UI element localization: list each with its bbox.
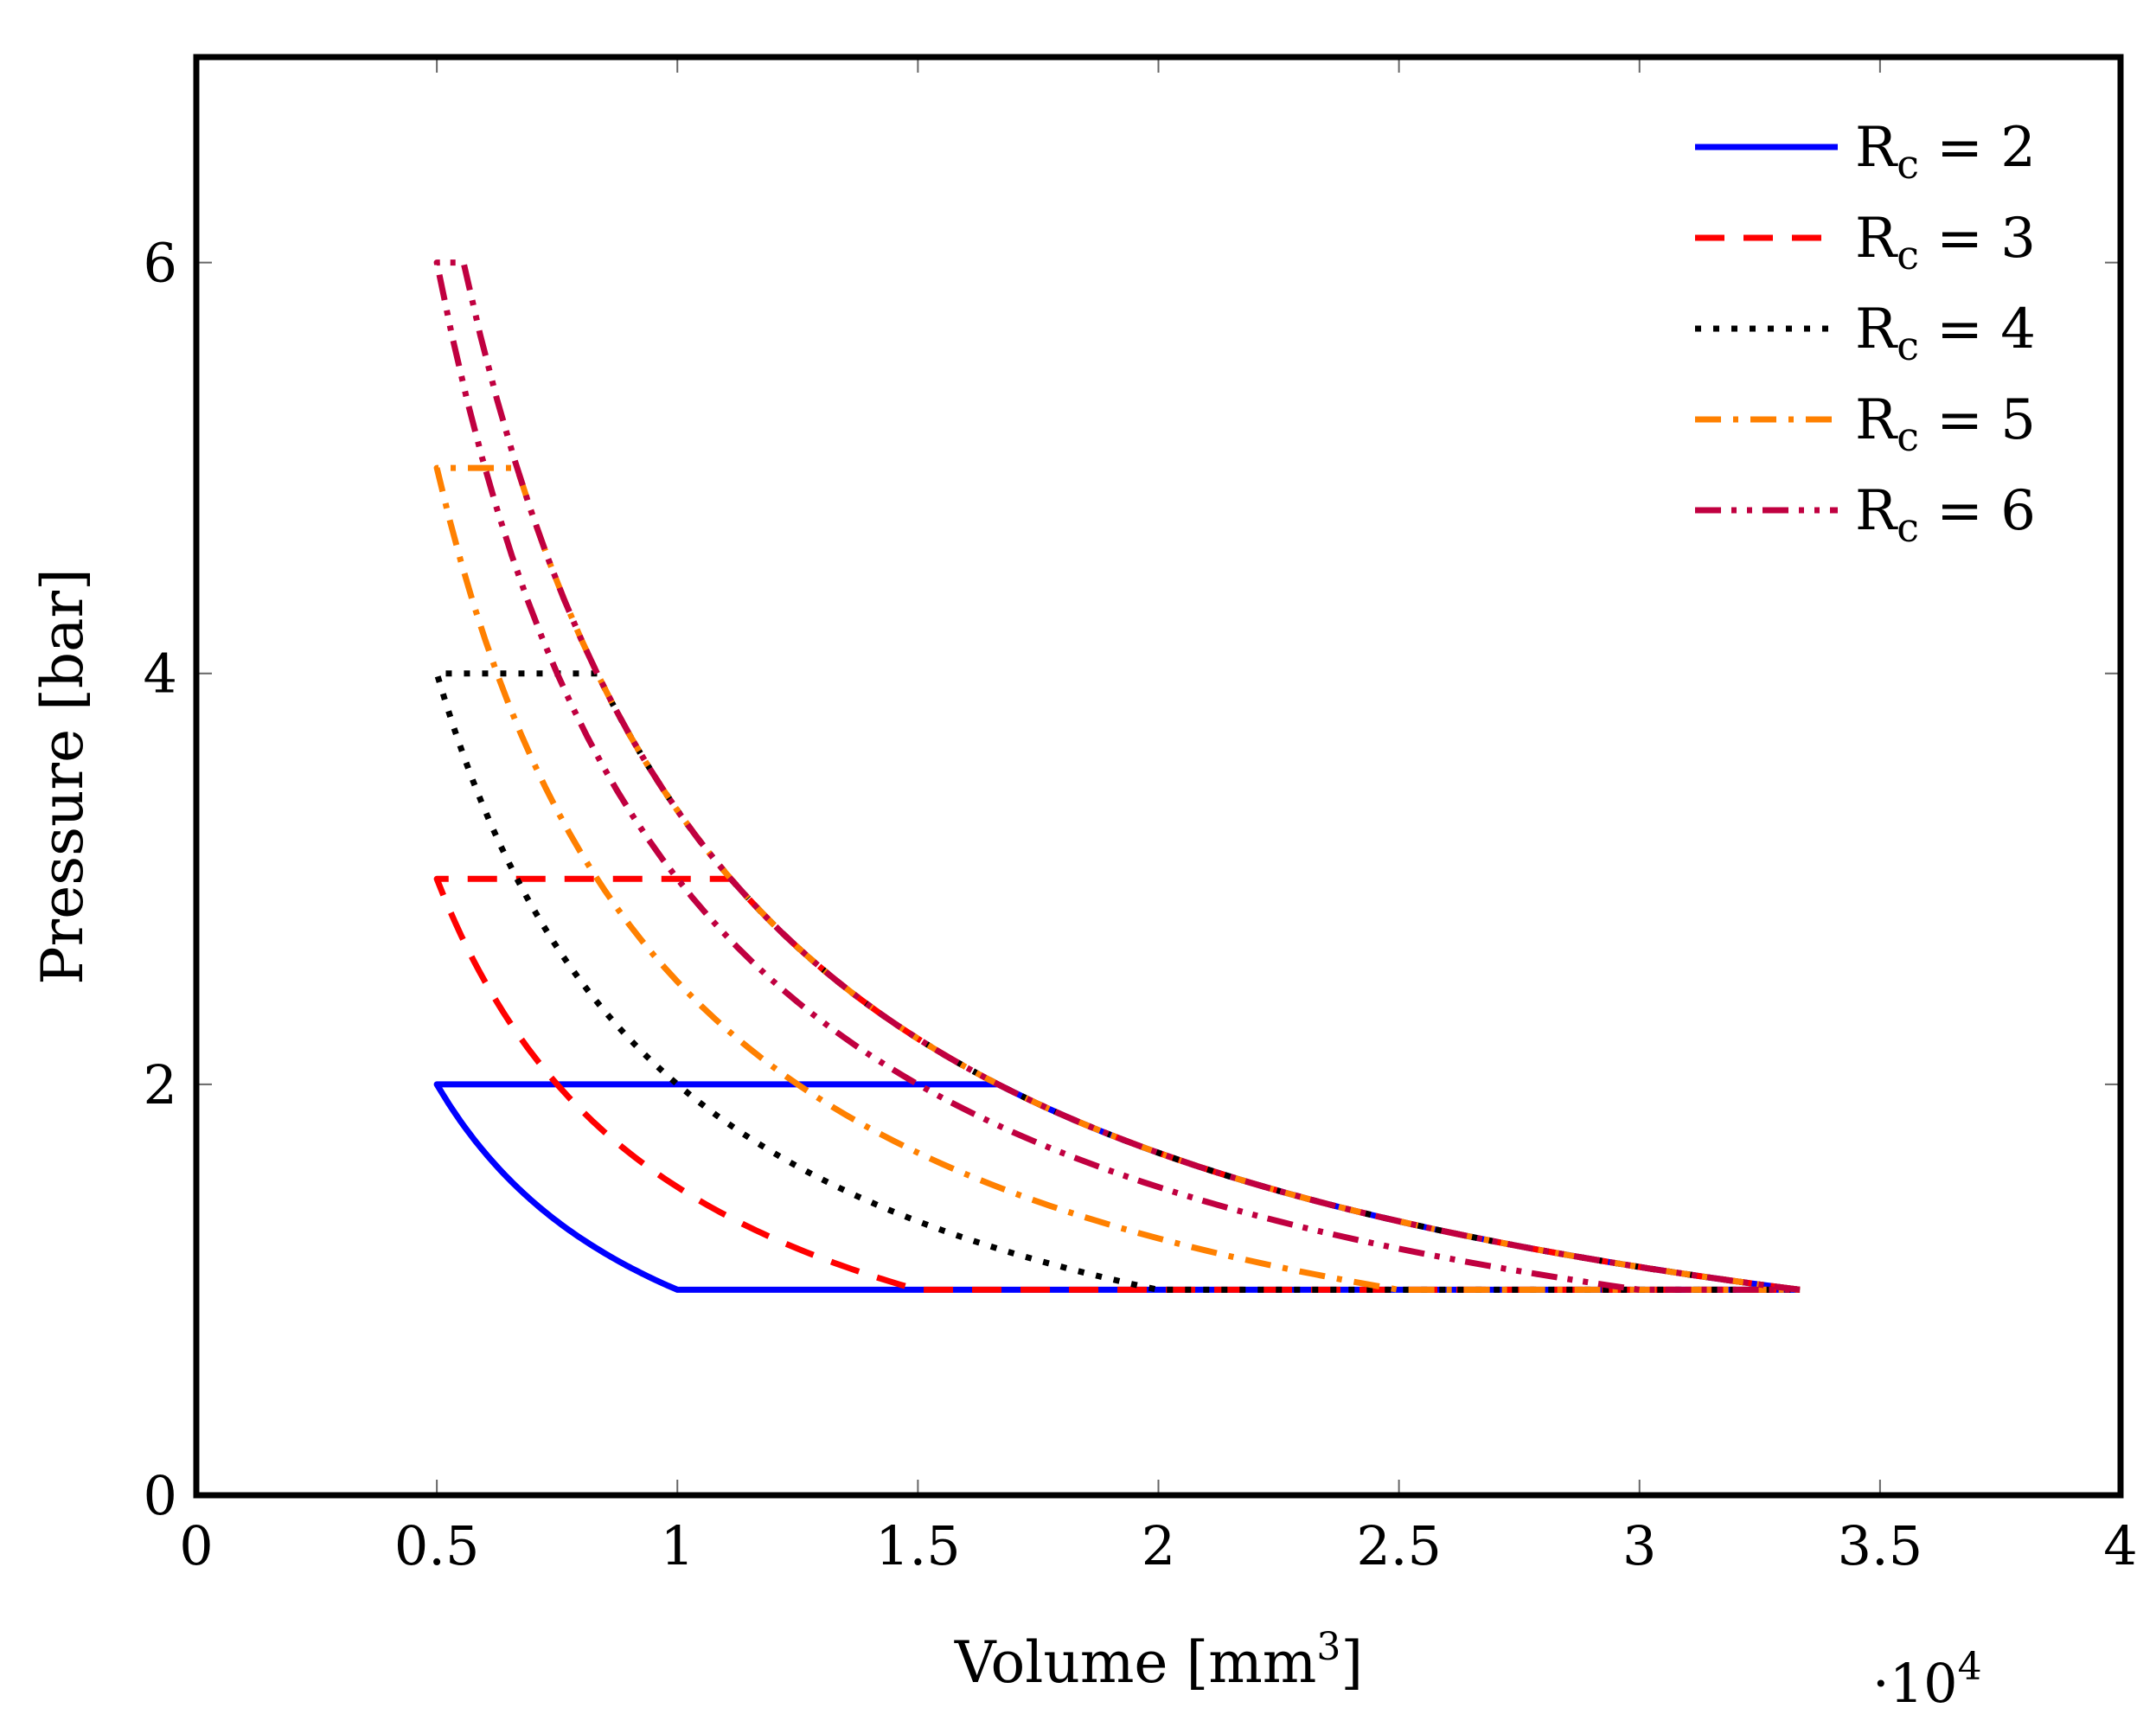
legend-label-subscript: c: [1897, 232, 1919, 278]
x-tick-label: 0.5: [394, 1514, 480, 1577]
series-line-rc-4: [433, 670, 1801, 1293]
legend-label-value: = 6: [1919, 479, 2036, 543]
x-tick-label: 2: [1142, 1514, 1175, 1577]
legend-label-value: = 5: [1919, 388, 2036, 452]
x-tick-label: 3.5: [1838, 1514, 1923, 1577]
legend-label-subscript: c: [1897, 323, 1919, 369]
x-axis-multiplier: ·104: [1872, 1645, 1982, 1715]
y-tick-label: 2: [144, 1053, 177, 1116]
legend-label-subscript: c: [1897, 413, 1919, 460]
plot-frame: [193, 54, 2124, 1499]
series-layer: [433, 259, 1801, 1293]
legend: Rc = 2Rc = 3Rc = 4Rc = 5Rc = 6: [1695, 116, 2036, 551]
legend-label-name: R: [1855, 479, 1898, 543]
series-line-rc-5: [433, 464, 1801, 1293]
legend-label-rc-3: Rc = 3: [1855, 207, 2036, 278]
legend-label-value: = 2: [1919, 116, 2036, 180]
x-tick-label: 1: [661, 1514, 694, 1577]
legend-label-name: R: [1855, 388, 1898, 452]
legend-label-value: = 4: [1919, 297, 2036, 361]
series-line-rc-6: [433, 259, 1801, 1293]
legend-label-name: R: [1855, 297, 1898, 361]
x-axis-label: Volume [mm3]: [954, 1625, 1363, 1696]
legend-label-rc-5: Rc = 5: [1855, 388, 2036, 460]
legend-label-subscript: c: [1897, 504, 1919, 551]
legend-label-value: = 3: [1919, 207, 2036, 271]
x-tick-label: 1.5: [875, 1514, 961, 1577]
legend-label-subscript: c: [1897, 141, 1919, 188]
y-tick-label: 4: [144, 643, 177, 706]
x-tick-label: 4: [2103, 1514, 2137, 1577]
legend-label-name: R: [1855, 116, 1898, 180]
legend-label-rc-6: Rc = 6: [1855, 479, 2036, 551]
x-tick-label: 2.5: [1356, 1514, 1442, 1577]
legend-label-rc-2: Rc = 2: [1855, 116, 2036, 188]
y-tick-label: 0: [144, 1464, 177, 1527]
ticks-layer: 0 0.5 1 1.5 2 2.5 3 3.5 4 0 2 4 6: [144, 57, 2138, 1577]
y-tick-label: 6: [144, 232, 177, 295]
x-tick-label: 3: [1622, 1514, 1656, 1577]
x-tick-label: 0: [179, 1514, 213, 1577]
y-axis-label: Pressure [bar]: [29, 568, 96, 985]
legend-label-name: R: [1855, 207, 1898, 271]
legend-label-rc-4: Rc = 4: [1855, 297, 2036, 369]
